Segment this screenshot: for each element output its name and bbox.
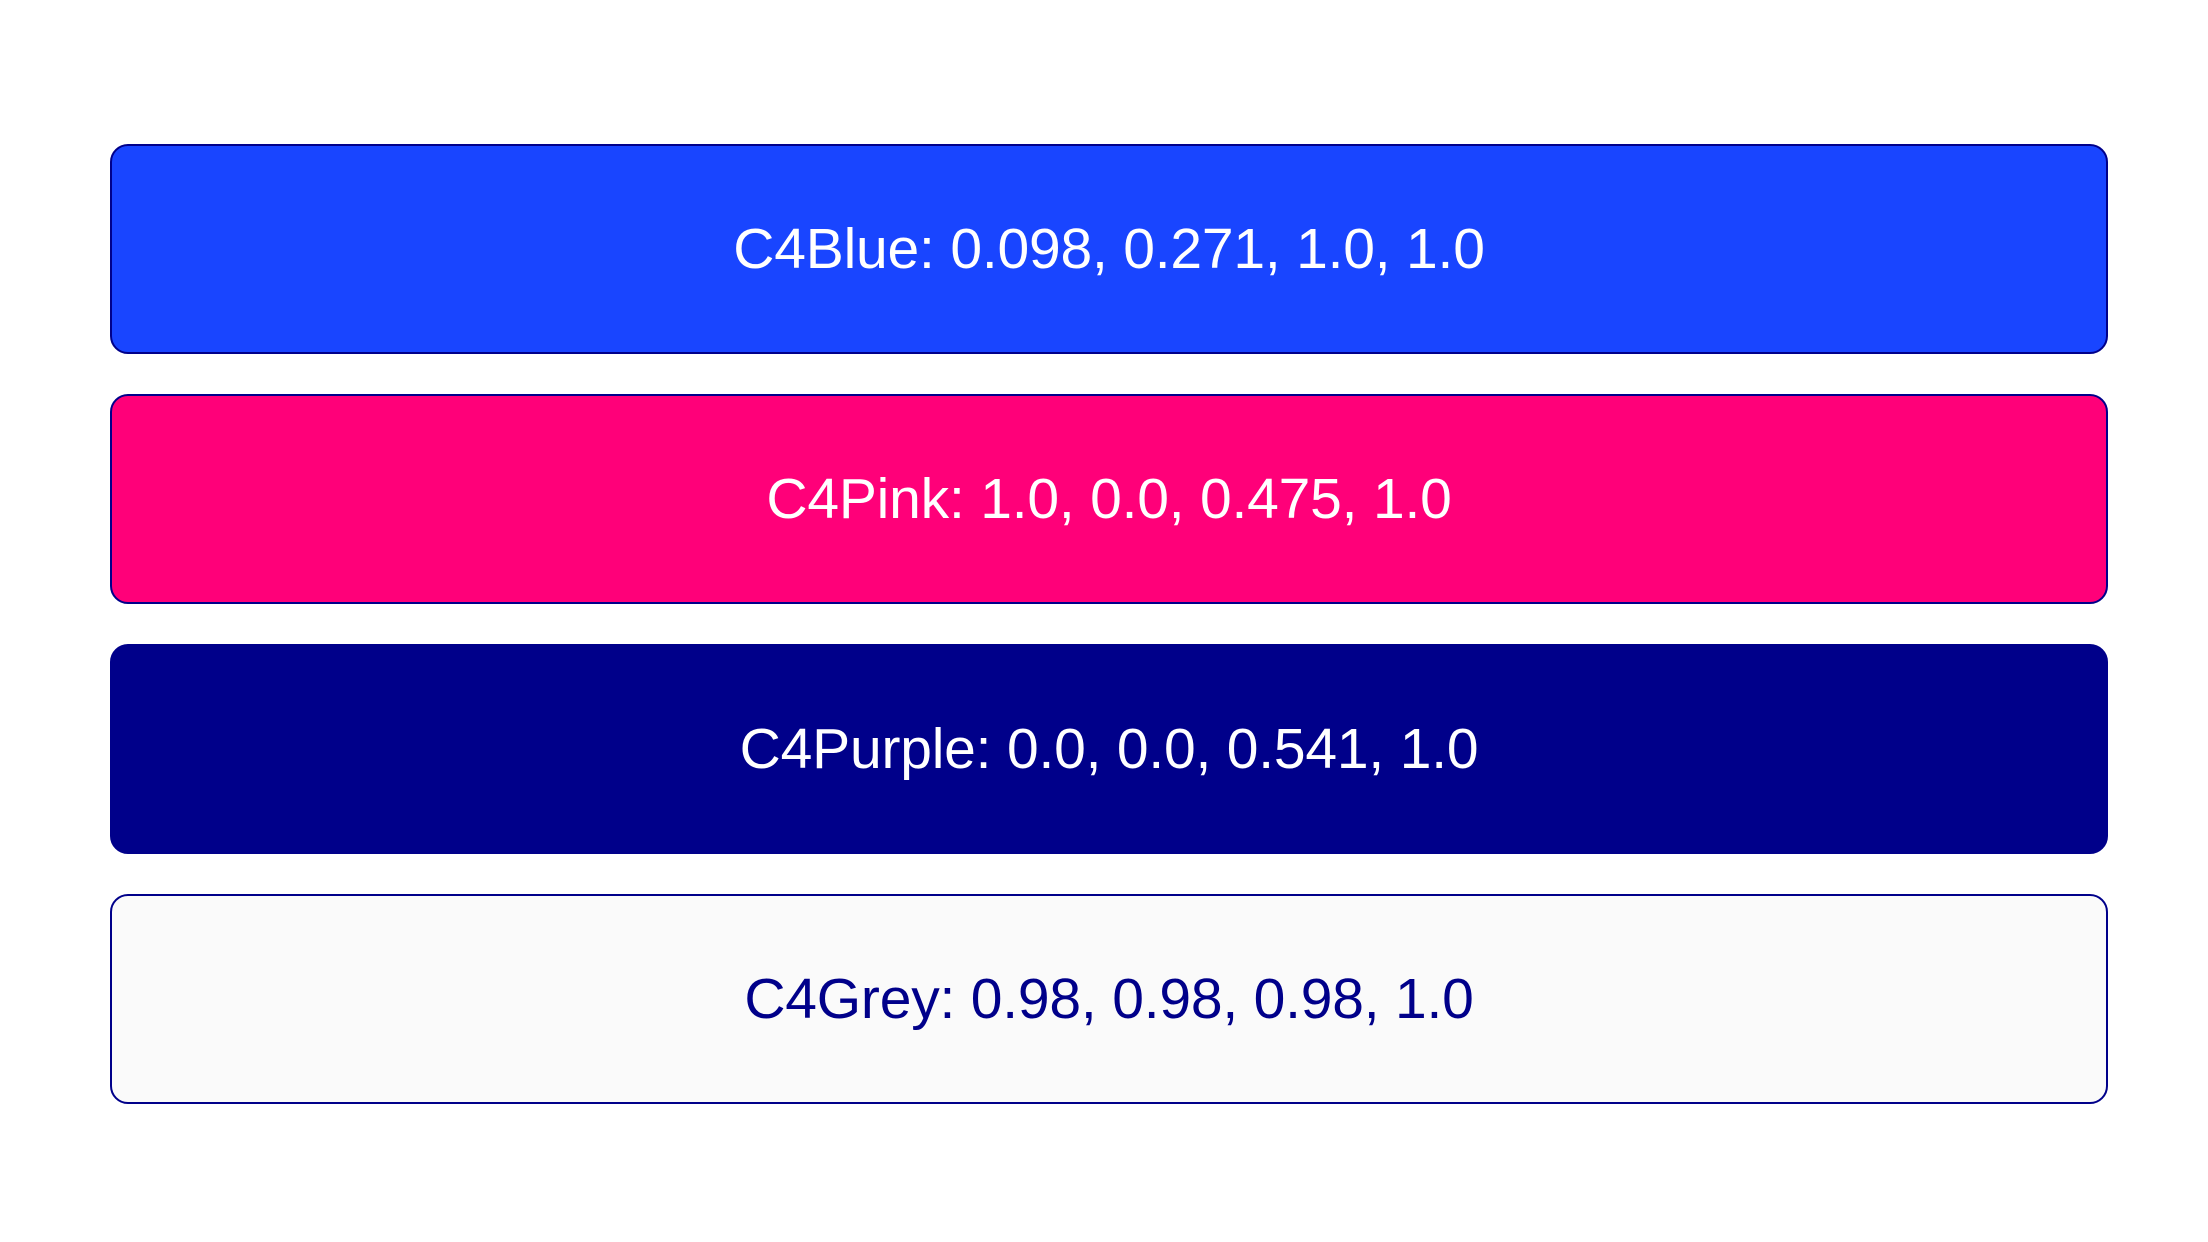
swatch-c4blue[interactable]: C4Blue: 0.098, 0.271, 1.0, 1.0 [110,144,2108,354]
swatch-label-c4blue: C4Blue: 0.098, 0.271, 1.0, 1.0 [733,216,1485,281]
swatch-c4pink[interactable]: C4Pink: 1.0, 0.0, 0.475, 1.0 [110,394,2108,604]
swatch-label-c4purple: C4Purple: 0.0, 0.0, 0.541, 1.0 [739,716,1479,781]
swatch-label-c4grey: C4Grey: 0.98, 0.98, 0.98, 1.0 [744,966,1474,1031]
swatch-label-c4pink: C4Pink: 1.0, 0.0, 0.475, 1.0 [766,466,1452,531]
swatch-c4purple[interactable]: C4Purple: 0.0, 0.0, 0.541, 1.0 [110,644,2108,854]
swatch-c4grey[interactable]: C4Grey: 0.98, 0.98, 0.98, 1.0 [110,894,2108,1104]
color-swatch-list: C4Blue: 0.098, 0.271, 1.0, 1.0 C4Pink: 1… [110,144,2108,1104]
